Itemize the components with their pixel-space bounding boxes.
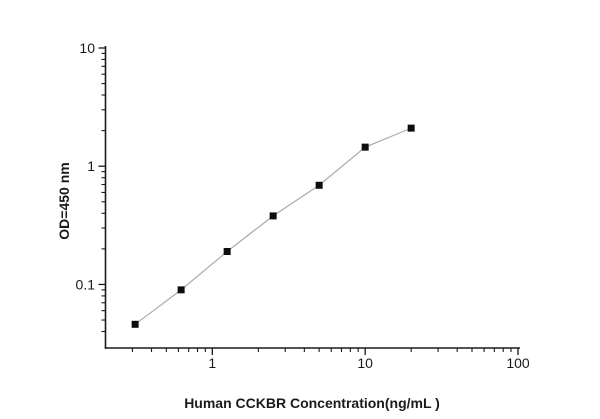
data-point-marker bbox=[131, 320, 139, 328]
x-tick-label: 100 bbox=[506, 355, 530, 371]
data-point-marker bbox=[177, 286, 185, 294]
data-point-marker bbox=[269, 212, 277, 220]
data-point-marker bbox=[361, 143, 369, 151]
data-point-marker bbox=[223, 247, 231, 255]
y-tick-label: 10 bbox=[79, 40, 95, 56]
y-axis-title: OD=450 nm bbox=[56, 162, 72, 240]
x-tick-label: 10 bbox=[357, 355, 373, 371]
series-line bbox=[134, 127, 412, 325]
data-point-marker bbox=[315, 181, 323, 189]
x-axis-title: Human CCKBR Concentration(ng/mL ) bbox=[184, 395, 440, 411]
y-tick-label: 1 bbox=[87, 158, 95, 174]
data-point-marker bbox=[407, 124, 415, 132]
y-tick-label: 0.1 bbox=[76, 276, 96, 292]
x-tick-label: 1 bbox=[208, 355, 216, 371]
